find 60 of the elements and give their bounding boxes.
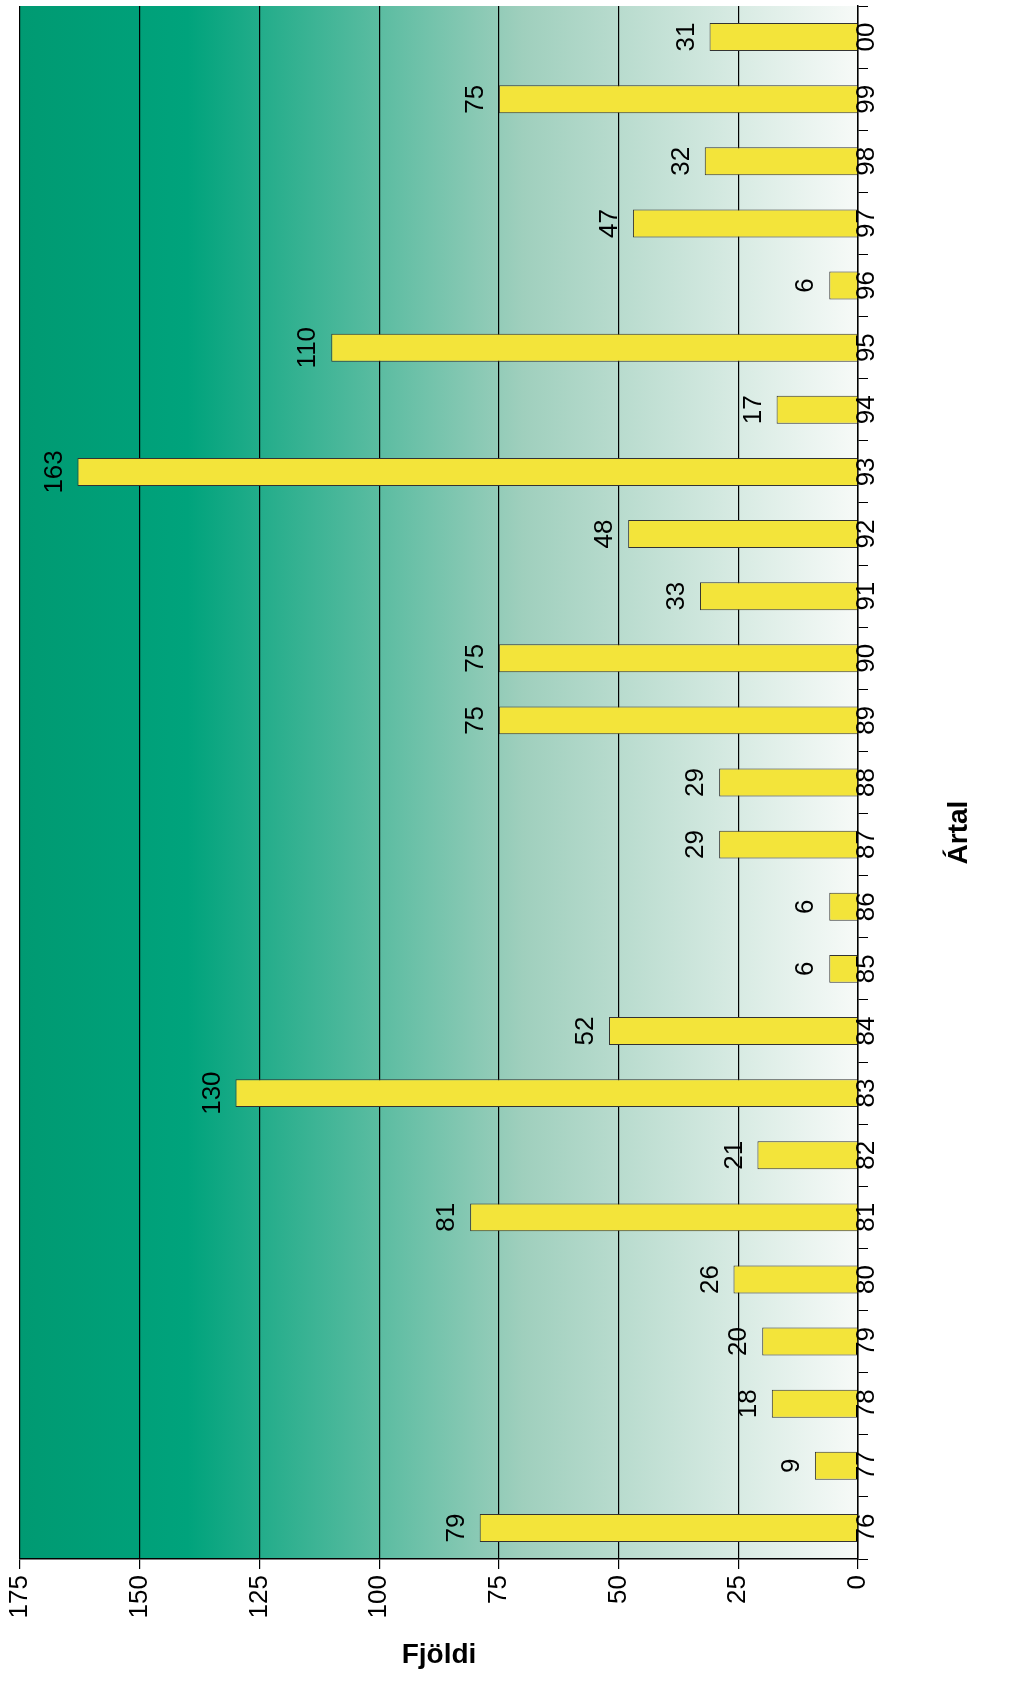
data-label: 29	[679, 768, 710, 797]
data-label: 33	[660, 581, 691, 611]
data-label: 18	[731, 1389, 762, 1419]
y-tick-label: 84	[850, 1016, 881, 1046]
y-tick-label: 88	[850, 768, 881, 797]
data-label: 20	[722, 1327, 753, 1357]
x-axis-title: Fjöldi	[401, 1637, 477, 1669]
data-label: 6	[789, 278, 820, 293]
x-tick-label: 125	[242, 1575, 273, 1619]
y-tick-label: 82	[850, 1140, 881, 1170]
data-label: 163	[37, 450, 68, 494]
y-tick-label: 87	[850, 830, 881, 860]
data-label: 9	[775, 1458, 806, 1474]
y-tick-label: 99	[850, 84, 881, 114]
data-label: 6	[789, 899, 820, 914]
data-label: 32	[664, 146, 695, 176]
y-tick-label: 79	[850, 1327, 881, 1357]
y-tick-label: 81	[850, 1202, 881, 1232]
y-tick-label: 00	[850, 22, 881, 52]
y-tick-label: 85	[850, 954, 881, 984]
data-label: 29	[679, 830, 710, 860]
data-label: 75	[459, 705, 490, 735]
data-label: 52	[569, 1016, 600, 1046]
data-label: 17	[736, 395, 767, 425]
data-label: 79	[439, 1513, 470, 1543]
y-tick-label: 76	[850, 1513, 881, 1543]
y-tick-label: 96	[850, 271, 881, 300]
data-label: 6	[789, 961, 820, 977]
y-tick-label: 90	[850, 643, 881, 673]
y-tick-label: 80	[850, 1265, 881, 1294]
data-label: 48	[588, 519, 619, 549]
x-tick-label: 75	[482, 1575, 513, 1604]
y-tick-label: 97	[850, 208, 881, 238]
data-label: 130	[195, 1071, 226, 1115]
data-label: 110	[291, 326, 322, 369]
data-label: 21	[717, 1140, 748, 1170]
y-tick-label: 95	[850, 333, 881, 363]
y-tick-label: 83	[850, 1078, 881, 1108]
x-tick-label: 0	[841, 1575, 872, 1590]
x-tick-label: 50	[601, 1575, 632, 1604]
y-tick-label: 98	[850, 146, 881, 176]
data-label: 26	[693, 1265, 724, 1294]
data-label: 31	[669, 22, 700, 52]
y-tick-label: 78	[850, 1389, 881, 1419]
y-tick-label: 77	[850, 1451, 881, 1481]
data-label: 81	[430, 1202, 461, 1232]
x-tick-label: 100	[362, 1575, 393, 1619]
y-tick-label: 86	[850, 892, 881, 922]
data-label: 75	[459, 643, 490, 673]
y-axis-title: Ártal	[941, 800, 973, 865]
data-label: 47	[593, 208, 624, 238]
data-label: 75	[459, 84, 490, 114]
x-tick-label: 175	[3, 1575, 34, 1619]
y-tick-label: 93	[850, 457, 881, 487]
y-tick-label: 94	[850, 395, 881, 425]
x-tick-label: 150	[122, 1575, 153, 1619]
y-tick-label: 89	[850, 705, 881, 735]
x-tick-label: 25	[721, 1575, 752, 1604]
y-tick-label: 91	[850, 581, 881, 611]
y-tick-label: 92	[850, 519, 881, 549]
